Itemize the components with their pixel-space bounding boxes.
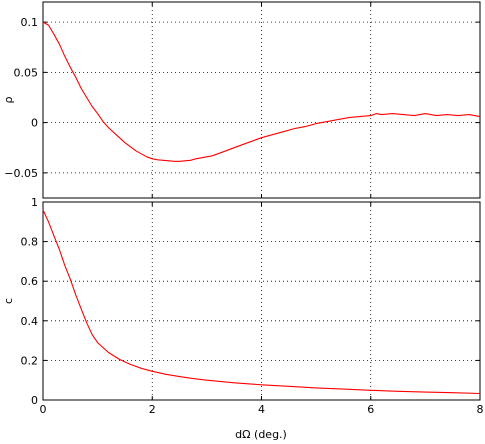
rho-grid: [43, 2, 480, 198]
x-tick-label: 6: [367, 403, 374, 416]
x-tick-label: 2: [149, 403, 156, 416]
c-y-axis-label: c: [2, 298, 15, 304]
rho-y-axis-label: ρ: [2, 96, 15, 103]
rho-ticks: −0.05 0 0.05 0.1: [4, 2, 481, 198]
y-tick-label: −0.05: [4, 167, 38, 180]
x-tick-label: 8: [477, 403, 484, 416]
c-ticks: 0 2 4 6 8 0 0.2 0.4 0.6 0.8 1: [21, 196, 484, 416]
y-tick-label: 0.4: [21, 315, 39, 328]
x-tick-label: 0: [40, 403, 47, 416]
c-grid: [43, 202, 480, 400]
rho-series-group: [42, 21, 481, 162]
rho-panel: −0.05 0 0.05 0.1 ρ: [2, 1, 481, 199]
x-axis-label: dΩ (deg.): [235, 428, 287, 441]
series-line: [42, 21, 481, 162]
y-tick-label: 0.1: [21, 16, 39, 29]
series-line: [42, 209, 481, 395]
y-tick-label: 1: [31, 196, 38, 209]
y-tick-label: 0.2: [21, 354, 39, 367]
y-tick-label: 0.05: [14, 66, 39, 79]
c-panel: 0 2 4 6 8 0 0.2 0.4 0.6 0.8 1 c dΩ (deg.): [2, 196, 484, 441]
x-tick-label: 4: [258, 403, 265, 416]
y-tick-label: 0: [31, 394, 38, 407]
c-series-group: [42, 209, 481, 395]
y-tick-label: 0: [31, 117, 38, 130]
y-tick-label: 0.8: [21, 236, 39, 249]
y-tick-label: 0.6: [21, 275, 39, 288]
rho-plot-frame: [42, 1, 481, 199]
